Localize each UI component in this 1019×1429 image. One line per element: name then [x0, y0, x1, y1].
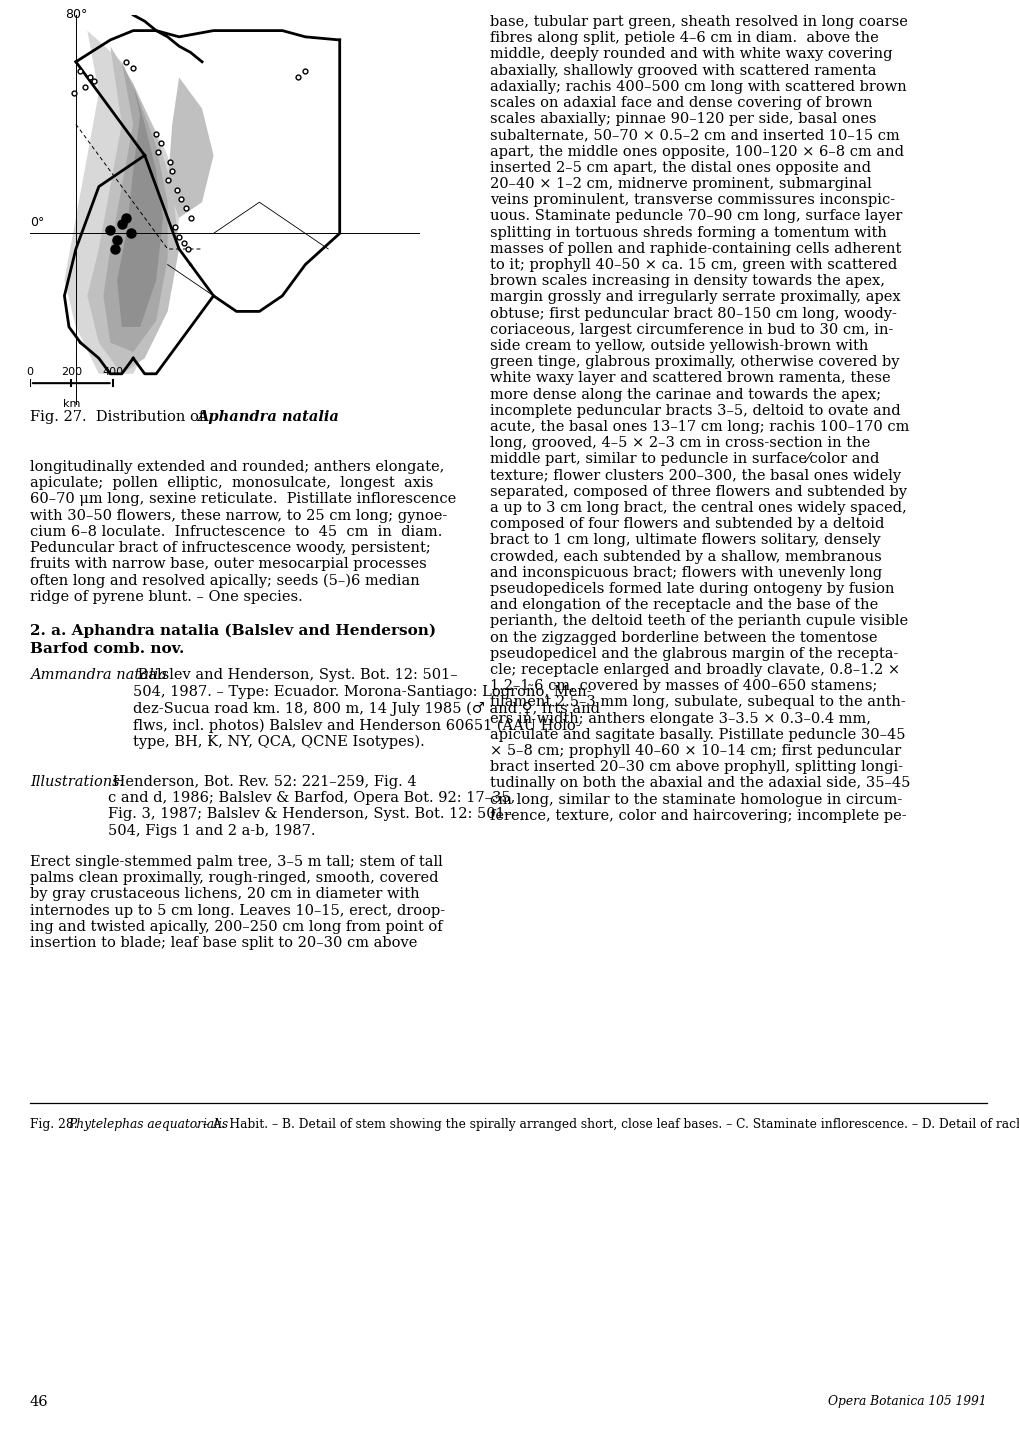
Text: Phytelephas aequatorialis: Phytelephas aequatorialis: [68, 1117, 228, 1130]
Text: Balslev and Henderson, Syst. Bot. 12: 501–
504, 1987. – Type: Ecuador. Morona-Sa: Balslev and Henderson, Syst. Bot. 12: 50…: [132, 667, 599, 749]
Text: 46: 46: [30, 1395, 49, 1409]
Text: longitudinally extended and rounded; anthers elongate,
apiculate;  pollen  ellip: longitudinally extended and rounded; ant…: [30, 460, 455, 604]
Text: Opera Botanica 105 1991: Opera Botanica 105 1991: [827, 1395, 986, 1408]
Text: Henderson, Bot. Rev. 52: 221–259, Fig. 4
c and d, 1986; Balslev & Barfod, Opera : Henderson, Bot. Rev. 52: 221–259, Fig. 4…: [108, 775, 515, 837]
Text: Erect single-stemmed palm tree, 3–5 m tall; stem of tall
palms clean proximally,: Erect single-stemmed palm tree, 3–5 m ta…: [30, 855, 444, 950]
Polygon shape: [64, 30, 179, 374]
Text: 0: 0: [26, 367, 34, 377]
Text: base, tubular part green, sheath resolved in long coarse
fibres along split, pet: base, tubular part green, sheath resolve…: [489, 14, 910, 823]
Text: 200: 200: [61, 367, 82, 377]
Text: 2. a. Aphandra natalia (Balslev and Henderson): 2. a. Aphandra natalia (Balslev and Hend…: [30, 624, 436, 639]
Text: . – A. Habit. – B. Detail of stem showing the spirally arranged short, close lea: . – A. Habit. – B. Detail of stem showin…: [195, 1117, 1019, 1130]
Text: Ammandra natalia: Ammandra natalia: [30, 667, 167, 682]
Text: 400: 400: [102, 367, 123, 377]
Polygon shape: [167, 77, 213, 217]
Polygon shape: [88, 46, 179, 374]
Text: km: km: [62, 399, 79, 409]
Text: 80°: 80°: [64, 9, 87, 21]
Text: Aphandra natalia: Aphandra natalia: [197, 410, 338, 424]
Polygon shape: [103, 61, 167, 352]
Text: .: .: [297, 410, 302, 424]
Text: 0°: 0°: [30, 216, 45, 229]
Text: Fig. 27.  Distribution of: Fig. 27. Distribution of: [30, 410, 209, 424]
Text: Illustrations:: Illustrations:: [30, 775, 124, 789]
Polygon shape: [117, 84, 163, 327]
Text: Barfod comb. nov.: Barfod comb. nov.: [30, 642, 184, 656]
Text: Fig. 28.: Fig. 28.: [30, 1117, 86, 1130]
